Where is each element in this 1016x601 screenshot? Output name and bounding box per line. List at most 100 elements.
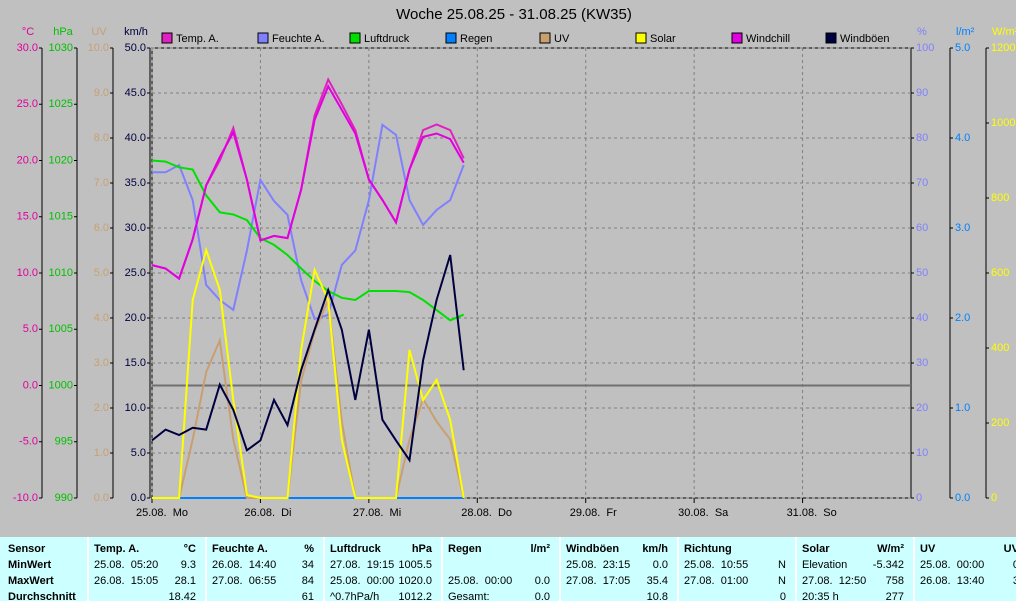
- table-cell: N: [778, 575, 786, 587]
- row-label: MaxWert: [8, 575, 54, 587]
- table-cell: 61: [302, 591, 314, 601]
- y-tick-label: 2.0: [955, 312, 970, 324]
- y-tick-label: 3.0: [94, 357, 109, 369]
- y-tick-label: 90: [916, 87, 928, 99]
- table-cell: Gesamt:: [448, 591, 490, 601]
- table-cell: 758: [886, 575, 904, 587]
- y-tick-label: 50.0: [125, 42, 146, 54]
- column-unit: UV-: [1004, 543, 1016, 555]
- legend-label: Regen: [460, 33, 492, 45]
- y-tick-label: 10.0: [125, 402, 146, 414]
- row-label: MinWert: [8, 559, 52, 571]
- y-tick-label: 60: [916, 222, 928, 234]
- y-tick-label: 400: [991, 342, 1009, 354]
- y-tick-label: 1030: [49, 42, 73, 54]
- axis-label: km/h: [124, 26, 148, 38]
- table-cell: ^0.7hPa/h: [330, 591, 379, 601]
- y-tick-label: 40.0: [125, 132, 146, 144]
- table-cell: 34: [302, 559, 314, 571]
- axis-label: %: [917, 26, 927, 38]
- legend-label: Feuchte A.: [272, 33, 325, 45]
- y-tick-label: 25.0: [17, 98, 38, 110]
- x-tick-label: 25.08. Mo: [136, 507, 188, 519]
- legend-label: Solar: [650, 33, 676, 45]
- axis-label: UV: [91, 26, 107, 38]
- y-tick-label: 50: [916, 267, 928, 279]
- y-tick-label: 45.0: [125, 87, 146, 99]
- legend-swatch: [539, 32, 551, 44]
- axis-label: l/m²: [956, 26, 975, 38]
- y-tick-label: 20: [916, 402, 928, 414]
- y-tick-label: 800: [991, 192, 1009, 204]
- column-unit: km/h: [642, 543, 668, 555]
- table-cell: 1012.2: [398, 591, 432, 601]
- table-cell: N: [778, 559, 786, 571]
- table-cell: 0.0: [653, 559, 668, 571]
- row-label: Sensor: [8, 543, 46, 555]
- legend-swatch: [825, 32, 837, 44]
- column-unit: hPa: [412, 543, 433, 555]
- y-tick-label: 4.0: [94, 312, 109, 324]
- column-header: Windböen: [566, 543, 619, 555]
- table-cell: 0.: [1013, 559, 1016, 571]
- legend-swatch: [349, 32, 361, 44]
- y-tick-label: 200: [991, 417, 1009, 429]
- table-cell: 27.08. 19:15: [330, 559, 394, 571]
- y-tick-label: 10.0: [88, 42, 109, 54]
- y-tick-label: 0: [991, 492, 997, 504]
- legend-swatch: [161, 32, 173, 44]
- y-tick-label: 100: [916, 42, 934, 54]
- y-tick-label: 1.0: [94, 447, 109, 459]
- table-cell: 3.: [1013, 575, 1016, 587]
- y-tick-label: 80: [916, 132, 928, 144]
- table-cell: 9.3: [181, 559, 196, 571]
- legend-swatch: [731, 32, 743, 44]
- x-tick-label: 31.08. So: [787, 507, 837, 519]
- table-cell: 27.08. 01:00: [684, 575, 748, 587]
- y-tick-label: 30: [916, 357, 928, 369]
- table-background: [0, 537, 1016, 601]
- table-cell: 277: [886, 591, 904, 601]
- column-unit: °C: [184, 543, 196, 555]
- table-cell: 26.08. 15:05: [94, 575, 158, 587]
- y-tick-label: 0.0: [131, 492, 146, 504]
- y-tick-label: 0.0: [955, 492, 970, 504]
- column-header: Regen: [448, 543, 482, 555]
- y-tick-label: 25.0: [125, 267, 146, 279]
- column-header: Luftdruck: [330, 543, 382, 555]
- column-unit: W/m²: [877, 543, 904, 555]
- column-header: Richtung: [684, 543, 732, 555]
- y-tick-label: 0: [916, 492, 922, 504]
- x-tick-label: 30.08. Sa: [678, 507, 729, 519]
- column-header: UV: [920, 543, 936, 555]
- table-cell: 20:35 h: [802, 591, 839, 601]
- y-tick-label: 0.0: [23, 379, 38, 391]
- table-cell: 1020.0: [398, 575, 432, 587]
- series-line: [152, 296, 465, 499]
- table-cell: 26.08. 13:40: [920, 575, 984, 587]
- chart-title: Woche 25.08.25 - 31.08.25 (KW35): [396, 6, 632, 23]
- y-tick-label: 35.0: [125, 177, 146, 189]
- y-tick-label: 1000: [49, 379, 73, 391]
- axis-label: W/m²: [992, 26, 1016, 38]
- y-tick-label: 6.0: [94, 222, 109, 234]
- y-tick-label: 30.0: [125, 222, 146, 234]
- table-cell: Elevation: [802, 559, 847, 571]
- y-tick-label: 1200: [991, 42, 1015, 54]
- column-header: Temp. A.: [94, 543, 139, 555]
- x-tick-label: 28.08. Do: [461, 507, 512, 519]
- legend-swatch: [635, 32, 647, 44]
- y-tick-label: 9.0: [94, 87, 109, 99]
- column-header: Feuchte A.: [212, 543, 268, 555]
- table-cell: 27.08. 17:05: [566, 575, 630, 587]
- table-cell: 0: [780, 591, 786, 601]
- y-tick-label: 30.0: [17, 42, 38, 54]
- y-tick-label: 20.0: [17, 154, 38, 166]
- y-tick-label: 5.0: [131, 447, 146, 459]
- y-tick-label: 5.0: [23, 323, 38, 335]
- y-tick-label: -10.0: [13, 492, 38, 504]
- series-line: [152, 246, 465, 499]
- legend-swatch: [445, 32, 457, 44]
- table-cell: 25.08. 00:00: [330, 575, 394, 587]
- y-tick-label: 70: [916, 177, 928, 189]
